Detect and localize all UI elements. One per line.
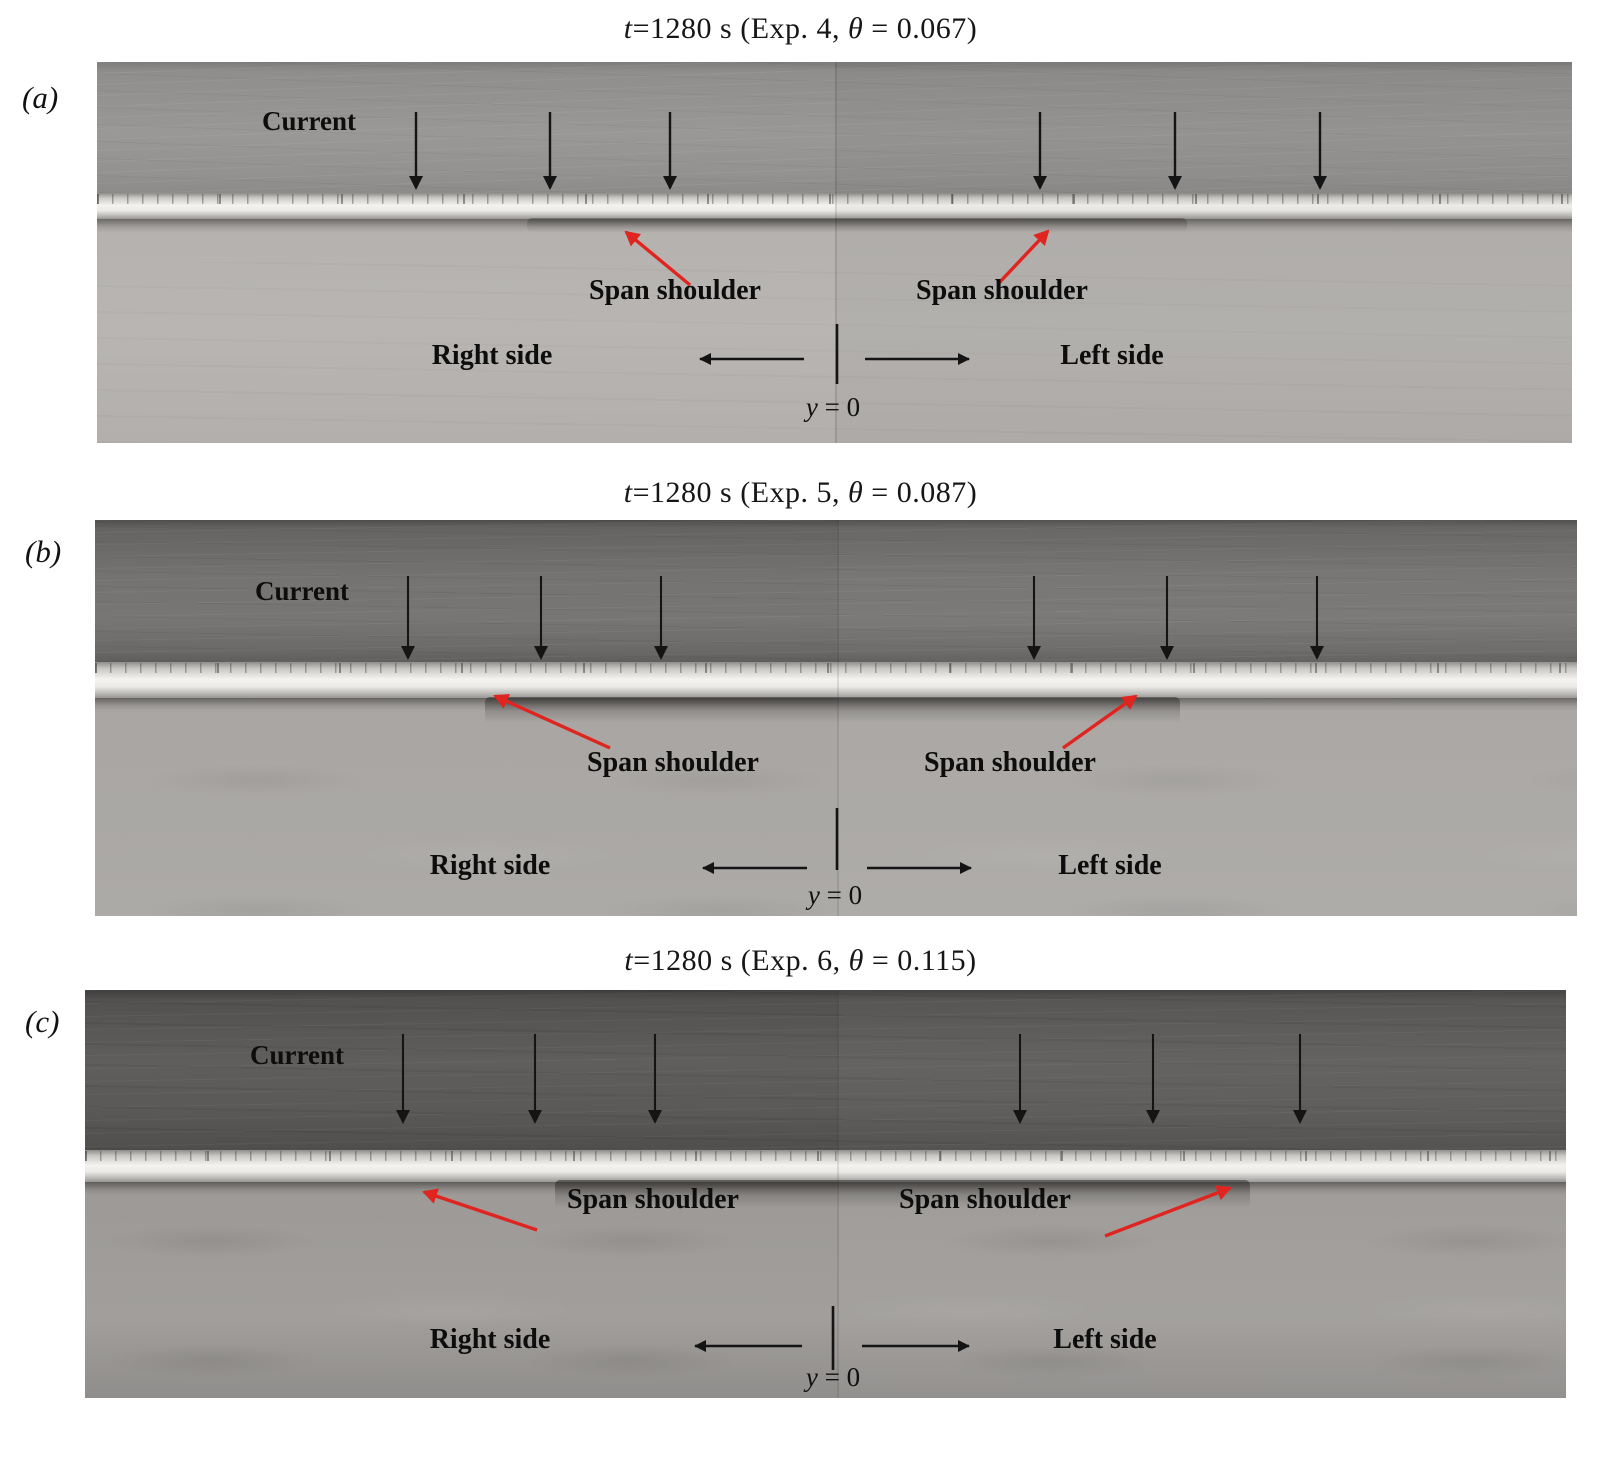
y-zero-rest: = 0 <box>819 880 863 910</box>
red-pointer-arrow-icon <box>1104 1185 1232 1238</box>
panel-a-photo: Current Span shoulder Span shoulder Righ… <box>97 62 1572 443</box>
span-shoulder-left-label: Span shoulder <box>587 747 759 778</box>
scour-trench <box>485 697 1180 723</box>
span-shoulder-pointer-arrows <box>493 694 1138 750</box>
right-side-label: Right side <box>429 1324 551 1355</box>
title-var-theta: θ <box>848 476 864 509</box>
y-zero-var: y <box>805 392 818 422</box>
y-zero-label: y = 0 <box>733 392 933 423</box>
red-pointer-arrow-icon <box>1062 694 1138 750</box>
span-shoulder-right-label: Span shoulder <box>916 275 1088 306</box>
water-region <box>97 62 1572 193</box>
title-mid: =1280 s (Exp. 5, <box>632 476 849 509</box>
span-shoulder-pointer-arrows <box>422 1185 1232 1238</box>
title-tail: = 0.067) <box>863 12 978 45</box>
photo-stitch-seam <box>835 62 837 443</box>
current-label: Current <box>255 576 349 606</box>
scour-trench <box>555 1180 1250 1208</box>
pipeline-ruler-ticks <box>97 194 1572 204</box>
y-zero-rest: = 0 <box>817 1362 861 1392</box>
title-tail: = 0.115) <box>863 944 977 977</box>
left-side-label: Left side <box>1060 340 1164 371</box>
panel-b-letter: (b) <box>25 534 62 569</box>
span-shoulder-left-label: Span shoulder <box>567 1184 739 1215</box>
annotation-arrows <box>396 1034 1307 1370</box>
current-label: Current <box>250 1040 344 1070</box>
panel-a-title: t=1280 s (Exp. 4, θ = 0.067) <box>0 12 1601 46</box>
panel-b-photo: Current Span shoulder Span shoulder Righ… <box>95 520 1577 916</box>
title-mid: =1280 s (Exp. 4, <box>632 12 849 45</box>
water-region <box>95 520 1577 662</box>
photo-stitch-seam <box>837 990 839 1398</box>
current-direction-arrows <box>396 1034 1307 1124</box>
pipeline-ruler-ticks <box>95 663 1577 673</box>
panel-b-title: t=1280 s (Exp. 5, θ = 0.087) <box>0 476 1601 510</box>
photo-stitch-seam <box>837 520 839 916</box>
panel-c-letter: (c) <box>25 1004 60 1039</box>
pipe-shadow <box>95 698 1577 711</box>
pipeline <box>97 193 1572 219</box>
left-side-label: Left side <box>1058 850 1162 881</box>
y-zero-rest: = 0 <box>817 392 861 422</box>
title-mid: =1280 s (Exp. 6, <box>633 944 849 977</box>
pipeline-ruler-ticks <box>85 1151 1566 1161</box>
title-var-t: t <box>624 944 634 977</box>
red-pointer-arrow-icon <box>996 229 1050 286</box>
current-direction-arrows <box>401 576 1324 660</box>
annotation-arrows <box>409 112 1327 384</box>
sand-bed-texture <box>97 262 1572 443</box>
annotation-arrows <box>401 576 1324 874</box>
red-pointer-arrow-icon <box>422 1188 538 1232</box>
water-region <box>85 990 1566 1150</box>
panel-a-letter: (a) <box>22 80 59 115</box>
title-var-t: t <box>623 12 633 45</box>
red-pointer-arrow-icon <box>493 694 611 750</box>
title-tail: = 0.087) <box>863 476 978 509</box>
sand-bed-texture <box>85 1205 1566 1398</box>
current-direction-arrows <box>409 112 1327 190</box>
left-side-label: Left side <box>1053 1324 1157 1355</box>
red-pointer-arrow-icon <box>624 230 692 287</box>
pipe-shadow <box>85 1182 1566 1195</box>
panel-c-photo: Current Span shoulder Span shoulder Righ… <box>85 990 1566 1398</box>
span-shoulder-right-label: Span shoulder <box>899 1184 1071 1215</box>
pipeline <box>95 662 1577 698</box>
y-zero-var: y <box>807 880 820 910</box>
right-side-label: Right side <box>429 850 551 881</box>
y-zero-label: y = 0 <box>735 880 935 911</box>
title-var-t: t <box>623 476 633 509</box>
current-label: Current <box>262 106 356 136</box>
pipeline <box>85 1150 1566 1182</box>
pipe-shadow <box>97 219 1572 233</box>
y-zero-var: y <box>805 1362 818 1392</box>
right-side-label: Right side <box>431 340 553 371</box>
title-var-theta: θ <box>848 12 864 45</box>
panel-c-title: t=1280 s (Exp. 6, θ = 0.115) <box>0 944 1601 978</box>
span-shoulder-pointer-arrows <box>624 229 1050 287</box>
span-shoulder-left-label: Span shoulder <box>589 275 761 306</box>
y-zero-label: y = 0 <box>733 1362 933 1393</box>
span-shoulder-right-label: Span shoulder <box>924 747 1096 778</box>
scour-trench <box>527 218 1187 232</box>
title-var-theta: θ <box>848 944 864 977</box>
